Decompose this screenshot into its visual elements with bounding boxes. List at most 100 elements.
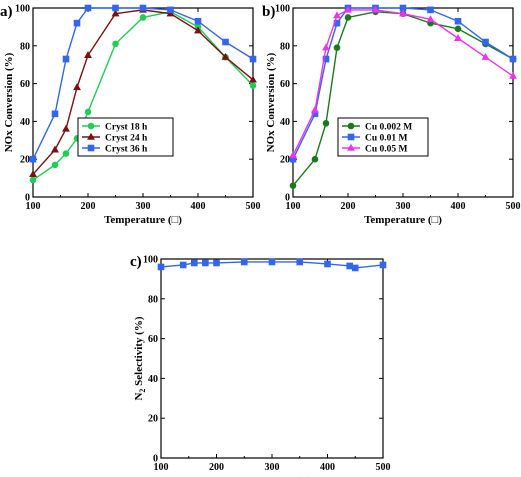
y-tick-label: 0 [285,193,290,204]
y-tick-label: 60 [20,79,30,90]
data-point [62,55,70,63]
legend-marker [87,122,95,130]
data-point [112,40,119,48]
y-axis-title-main: N [133,393,145,401]
data-point [73,83,81,91]
chart-panel-c: 100 200 300 400 500 0 20 40 60 80 100 Temperature (… [130,254,391,477]
data-point [139,4,147,12]
y-tick-label: 40 [148,374,158,385]
data-point [222,38,229,46]
data-point [426,15,435,23]
data-point [333,44,341,51]
data-point [112,4,119,12]
x-tick-label: 400 [451,201,466,212]
legend-label: Cu 0.01 M [365,134,408,144]
data-point [289,182,297,189]
legend-label: Cryst 24 h [105,134,148,144]
y-tick-label: 40 [20,117,30,128]
data-point [346,262,354,270]
panel-label: b) [262,4,275,20]
x-tick-label: 400 [320,462,335,473]
legend: Cu 0.002 MCu 0.01 MCu 0.05 M [337,117,429,157]
x-tick-label: 200 [341,201,356,212]
data-point [344,5,352,13]
y-axis-title: N2 Selectivity (%) [133,316,147,400]
data-point [84,4,92,12]
legend-marker [347,133,355,141]
x-axis-title: Temperature (□) [364,214,442,226]
data-point [509,71,517,79]
legend-label: Cu 0.05 M [365,145,408,155]
y-tick-label: 20 [148,414,158,425]
y-tick-label: 20 [280,155,290,166]
data-point [249,82,257,89]
data-point [379,261,387,269]
data-point [371,5,380,13]
data-point [221,52,230,60]
x-axis-title: Temperature (□) [233,475,311,477]
data-point [322,119,330,127]
x-tick-label: 300 [396,201,411,212]
x-tick-label: 100 [154,462,169,473]
data-point [62,124,70,132]
data-point [84,108,92,116]
data-point [333,11,341,19]
data-point [399,9,407,17]
y-tick-label: 0 [25,193,30,204]
legend-marker [87,132,95,140]
data-point [191,259,198,267]
data-point [268,258,276,266]
y-axis-title-sub: 2 [138,389,147,393]
data-point [324,260,331,268]
data-point [240,258,248,266]
y-tick-label: 40 [280,117,290,128]
data-point [344,14,352,21]
data-point [29,176,37,184]
y-tick-label: 60 [280,79,290,90]
data-point [194,26,202,34]
data-point [311,155,319,163]
legend-label: Cryst 36 h [105,145,148,155]
y-axis-title: NOx Conversion (%) [3,52,15,152]
y-axis-title-rest: Selectivity (%) [133,316,145,388]
data-point [311,105,319,113]
data-point [139,14,147,21]
data-point [51,110,59,118]
x-tick-label: 500 [246,201,261,212]
data-point [322,43,330,51]
x-tick-label: 500 [506,201,521,212]
data-point [482,38,489,46]
data-point [179,261,187,269]
y-axis-title: NOx Conversion (%) [265,52,277,152]
x-tick-label: 200 [81,201,96,212]
x-tick-label: 300 [136,201,151,212]
panel-label: c) [130,254,142,270]
data-point [509,55,517,63]
x-tick-label: 500 [376,462,391,473]
x-tick-label: 100 [286,201,301,212]
chart-panel-b: 100 200 300 400 500 0 20 40 60 80 100 Temperature (… [262,4,521,227]
data-point [427,6,434,14]
y-tick-label: 100 [15,4,30,15]
data-point [213,259,220,267]
data-point [167,6,174,14]
y-tick-label: 80 [20,41,30,52]
data-point [29,170,37,178]
x-tick-label: 300 [265,462,280,473]
data-point [51,161,59,169]
data-point [51,145,59,153]
y-tick-label: 80 [148,294,158,305]
panel-label: a) [0,4,13,20]
data-point [111,9,120,17]
data-point [73,19,81,27]
data-point [454,25,462,33]
y-tick-label: 60 [148,334,158,345]
data-point [194,17,202,25]
data-point [289,151,297,159]
legend-marker [347,143,355,151]
x-tick-label: 100 [26,201,41,212]
data-point [351,264,359,272]
data-point [62,150,70,157]
data-point [454,34,462,41]
